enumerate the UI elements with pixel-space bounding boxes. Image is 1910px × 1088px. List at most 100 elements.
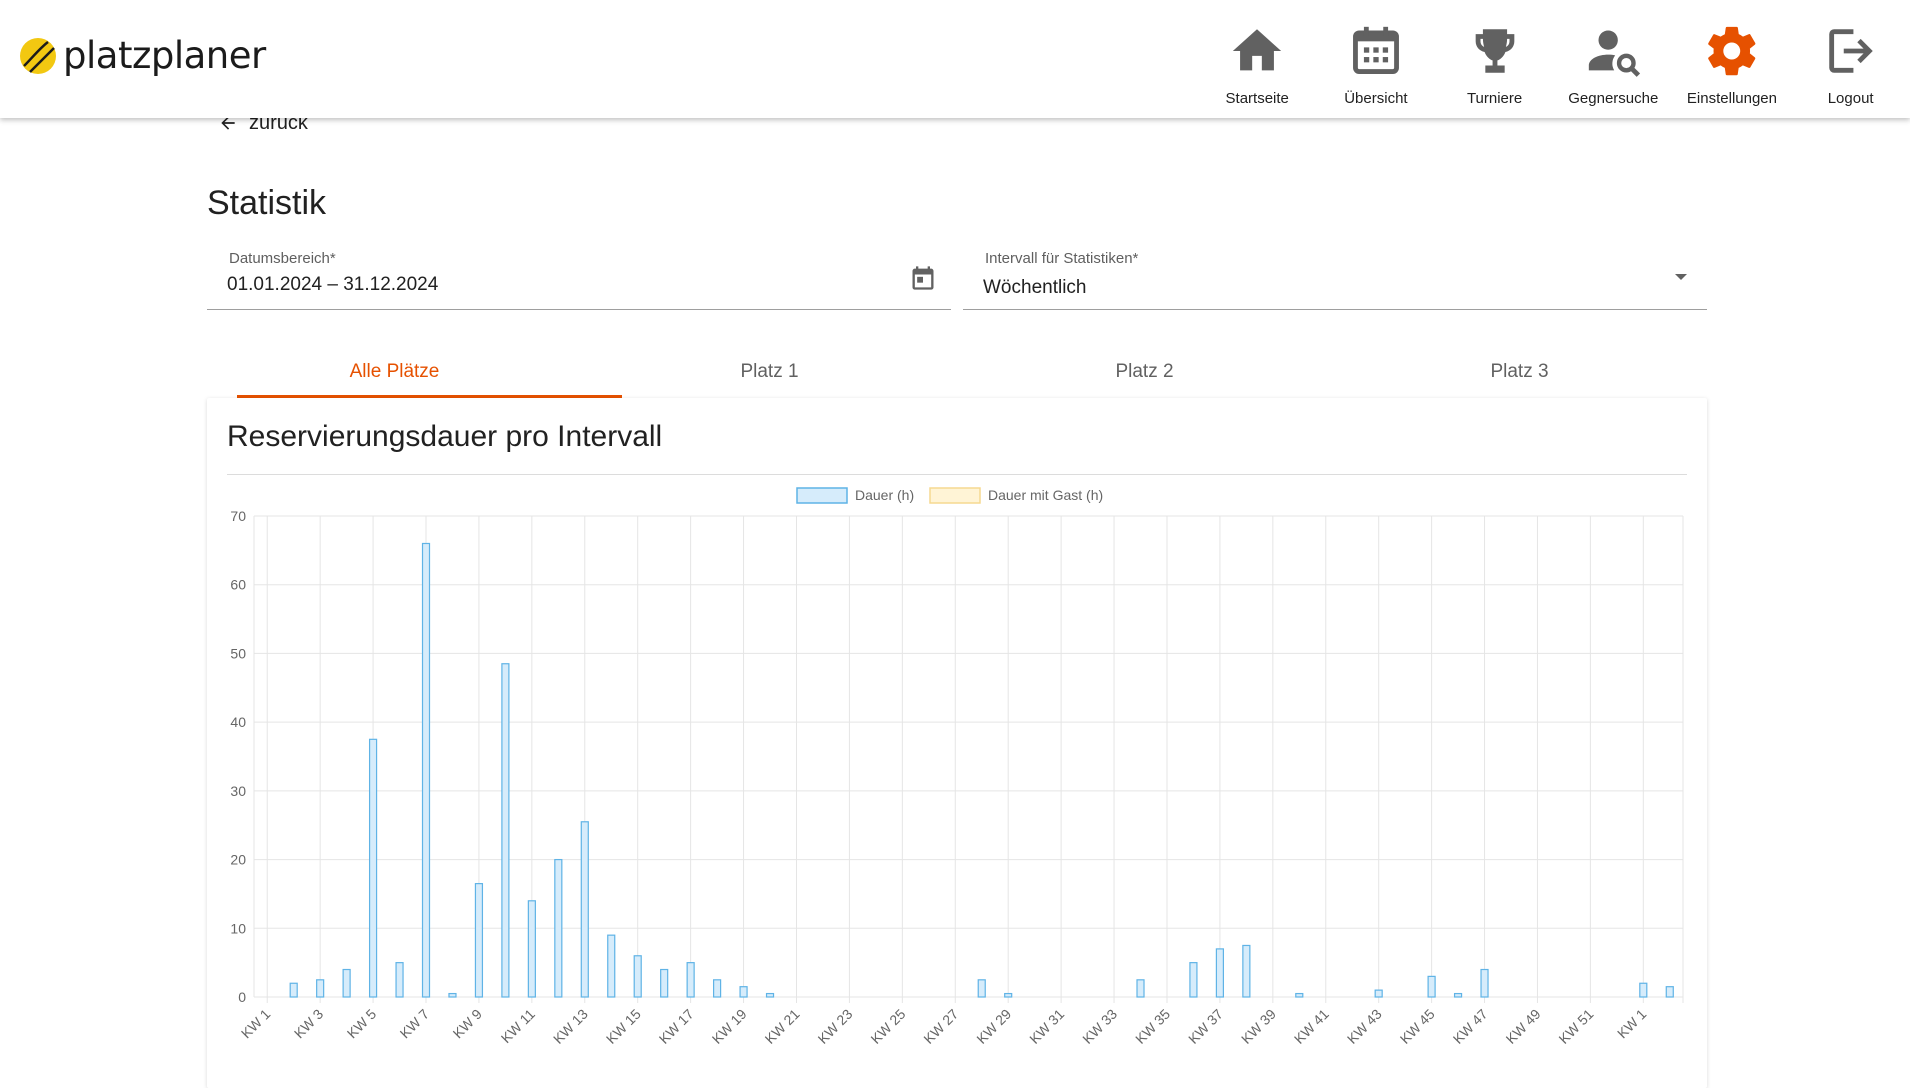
x-tick-label: KW 47: [1450, 1006, 1491, 1047]
legend-swatch: [796, 487, 848, 504]
reservation-duration-chart: 0 10 20 30 40 50 60 70 KW 1 KW 3 KW 5 KW 7 KW 9 KW 11…: [230, 487, 1684, 1047]
x-tick-label: KW 7: [397, 1006, 433, 1042]
card-divider: [227, 474, 1687, 475]
nav-label-settings: Einstellungen: [1686, 90, 1777, 107]
bar-dauer: [765, 992, 775, 998]
bar-dauer: [501, 663, 510, 998]
bar-dauer: [1004, 992, 1013, 998]
x-tick-label: KW 33: [1079, 1006, 1120, 1047]
tab-court-3[interactable]: Platz 3: [1332, 346, 1707, 398]
nav-label-opponents: Gegnersuche: [1568, 90, 1659, 107]
nav-item-home[interactable]: Startseite: [1198, 0, 1317, 118]
tennis-ball-icon: [20, 38, 56, 74]
x-tick-label: KW 27: [920, 1006, 961, 1047]
bar-dauer: [1639, 982, 1648, 998]
bar-dauer: [633, 955, 642, 998]
bar-dauer: [1136, 979, 1145, 998]
x-tick-label: KW 31: [1026, 1006, 1067, 1047]
bar-dauer: [395, 962, 404, 998]
y-tick-label: 50: [230, 645, 246, 661]
calendar-icon: [1352, 26, 1399, 74]
bar-dauer: [1453, 992, 1463, 998]
bar-dauer: [739, 986, 748, 998]
bar-dauer: [342, 968, 351, 998]
x-tick-label: KW 25: [867, 1006, 908, 1047]
y-tick-label: 70: [230, 508, 246, 524]
bar-dauer: [686, 962, 695, 998]
interval-select[interactable]: Intervall für Statistiken* Wöchentlich: [963, 246, 1707, 310]
x-tick-label: KW 29: [973, 1006, 1014, 1047]
x-tick-label: KW 37: [1185, 1006, 1226, 1047]
y-tick-label: 60: [230, 577, 246, 593]
x-tick-label: KW 1: [1614, 1006, 1650, 1042]
bar-dauer: [1242, 944, 1251, 998]
y-tick-label: 20: [230, 852, 246, 868]
x-tick-label: KW 41: [1291, 1006, 1332, 1047]
bar-dauer: [1189, 962, 1198, 998]
tab-label: Platz 2: [1115, 361, 1174, 382]
nav-item-settings[interactable]: Einstellungen: [1673, 0, 1792, 118]
main-nav: Startseite Übersicht Turniere: [1198, 0, 1910, 118]
bar-dauer: [1215, 948, 1224, 998]
nav-label-overview: Übersicht: [1344, 90, 1408, 107]
nav-label-home: Startseite: [1225, 90, 1289, 107]
x-tick-label: KW 9: [450, 1006, 486, 1042]
x-tick-label: KW 3: [291, 1006, 327, 1042]
bar-dauer: [421, 542, 431, 998]
nav-item-overview[interactable]: Übersicht: [1317, 0, 1436, 118]
bar-dauer: [977, 979, 986, 998]
person-search-icon: [1589, 30, 1641, 77]
x-tick-label: KW 11: [498, 1006, 538, 1046]
interval-label: Intervall für Statistiken*: [985, 250, 1139, 267]
x-tick-label: KW 5: [344, 1006, 380, 1042]
date-range-label: Datumsbereich*: [229, 250, 336, 267]
bar-dauer: [368, 738, 378, 998]
x-tick-label: KW 21: [762, 1006, 803, 1047]
x-tick-label: KW 13: [550, 1006, 591, 1047]
tab-court-1[interactable]: Platz 1: [582, 346, 957, 398]
tab-label: Platz 3: [1490, 361, 1549, 382]
x-tick-label: KW 23: [815, 1006, 856, 1047]
nav-item-tournaments[interactable]: Turniere: [1435, 0, 1554, 118]
y-tick-label: 30: [230, 783, 246, 799]
bar-dauer: [580, 821, 589, 998]
bar-dauer: [1427, 975, 1436, 998]
court-tabs: Alle Plätze Platz 1 Platz 2 Platz 3: [207, 346, 1707, 398]
bar-dauer: [289, 982, 298, 998]
date-range-value[interactable]: 01.01.2024 – 31.12.2024: [227, 274, 439, 295]
bar-dauer: [1665, 986, 1674, 998]
app-header: platzplaner Startseite Übersicht Turnier…: [0, 0, 1910, 118]
page-title: Statistik: [207, 184, 327, 222]
card-title: Reservierungsdauer pro Intervall: [227, 420, 663, 453]
bar-dauer: [448, 992, 457, 998]
bar-dauer: [474, 883, 484, 998]
dropdown-arrow-icon[interactable]: [1673, 272, 1689, 282]
nav-label-tournaments: Turniere: [1466, 90, 1523, 107]
tab-all-courts[interactable]: Alle Plätze: [207, 346, 622, 398]
date-range-field[interactable]: Datumsbereich* 01.01.2024 – 31.12.2024: [207, 246, 951, 310]
home-icon: [1233, 29, 1282, 71]
trophy-icon: [1475, 29, 1514, 73]
legend-swatch: [929, 487, 981, 504]
nav-item-logout[interactable]: Logout: [1791, 0, 1910, 118]
x-tick-label: KW 39: [1238, 1006, 1279, 1047]
bar-dauer: [660, 968, 669, 998]
y-tick-label: 10: [230, 920, 246, 936]
x-tick-label: KW 35: [1132, 1006, 1173, 1047]
x-tick-label: KW 45: [1397, 1006, 1438, 1047]
tab-label: Platz 1: [740, 361, 799, 382]
interval-value[interactable]: Wöchentlich: [983, 277, 1087, 298]
arrow-left-icon: [221, 116, 235, 130]
nav-item-opponents[interactable]: Gegnersuche: [1554, 0, 1673, 118]
bar-dauer: [1480, 968, 1489, 998]
y-tick-label: 40: [230, 714, 246, 730]
logout-icon: [1828, 29, 1873, 73]
bar-dauer: [607, 934, 616, 998]
bar-dauer: [713, 979, 722, 998]
bar-dauer: [1374, 989, 1383, 998]
tab-label: Alle Plätze: [349, 361, 440, 382]
tab-court-2[interactable]: Platz 2: [957, 346, 1332, 398]
x-tick-label: KW 1: [238, 1006, 274, 1042]
calendar-icon[interactable]: [909, 264, 937, 292]
app-logo[interactable]: platzplaner: [18, 36, 266, 76]
